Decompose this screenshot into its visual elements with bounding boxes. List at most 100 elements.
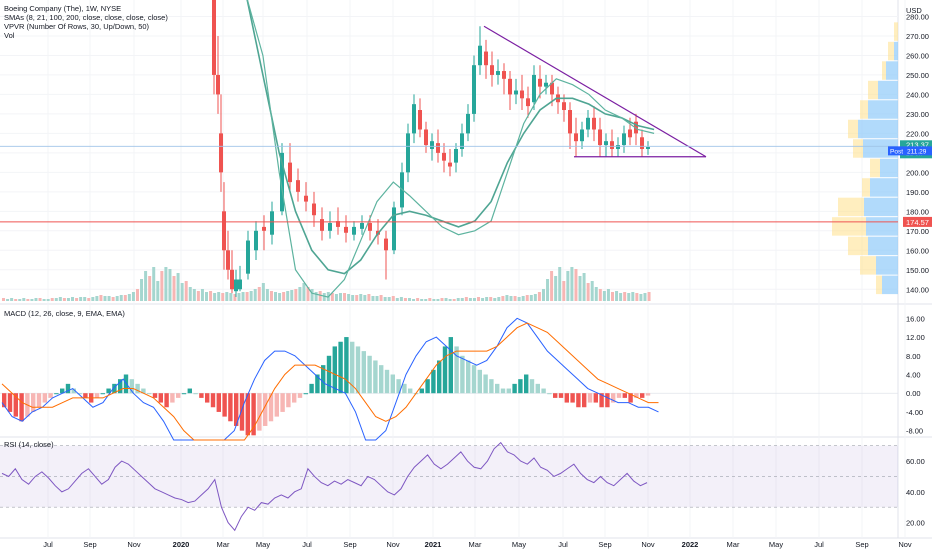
macd-histogram-bar <box>176 393 181 398</box>
volume-indicator-label[interactable]: Vol <box>4 31 15 40</box>
macd-histogram-bar <box>454 346 459 394</box>
volume-bar <box>428 298 432 301</box>
support-price-value: 174.57 <box>906 218 929 227</box>
volume-bar <box>594 287 598 301</box>
volume-bar <box>639 294 643 301</box>
volume-bar <box>635 293 639 301</box>
macd-histogram-bar <box>228 393 233 422</box>
volume-bar <box>541 289 545 301</box>
macd-histogram-bar <box>611 393 616 403</box>
macd-histogram-bar <box>13 393 18 417</box>
volume-bar <box>550 271 554 301</box>
macd-histogram-bar <box>170 393 175 403</box>
macd-histogram-bar <box>466 360 471 394</box>
rsi-indicator-label[interactable]: RSI (14, close) <box>4 440 54 449</box>
rsi-tick-label: 40.00 <box>906 488 925 497</box>
volume-bar <box>399 297 403 301</box>
volume-bar <box>176 273 180 301</box>
price-tick-label: 140.00 <box>906 285 929 294</box>
macd-tick-label: 12.00 <box>906 333 925 342</box>
macd-histogram-bar <box>373 360 378 394</box>
macd-histogram-bar <box>286 393 291 408</box>
macd-histogram-bar <box>60 388 65 394</box>
macd-tick-label: 4.00 <box>906 371 921 380</box>
vpvr-bar-down <box>832 217 866 236</box>
macd-tick-label: 8.00 <box>906 352 921 361</box>
volume-bar <box>509 296 513 301</box>
macd-histogram-bar <box>309 383 314 394</box>
candle-body <box>646 147 650 149</box>
candle-body <box>478 45 482 66</box>
macd-tick-label: -4.00 <box>906 408 923 417</box>
volume-bar <box>464 297 468 301</box>
macd-histogram-bar <box>425 379 430 394</box>
volume-bar <box>343 293 347 301</box>
post-price-tag <box>905 146 932 156</box>
macd-histogram-bar <box>471 365 477 394</box>
macd-histogram-bar <box>54 393 59 395</box>
volume-bar <box>574 269 578 301</box>
time-tick-label: 2020 <box>173 540 190 549</box>
candle-body <box>538 78 542 87</box>
vpvr-bar-up <box>866 217 898 236</box>
volume-bar <box>355 295 359 301</box>
volume-bar <box>586 283 590 301</box>
volume-bar <box>533 294 537 301</box>
symbol-title[interactable]: Boeing Company (The), 1W, NYSE <box>4 4 122 13</box>
volume-bar <box>58 297 62 301</box>
volume-bar <box>477 297 481 301</box>
vpvr-bar-down <box>860 256 876 275</box>
vpvr-bar-up <box>868 100 898 119</box>
vpvr-bar-down <box>848 236 868 256</box>
vpvr-bar-up <box>876 256 898 275</box>
time-tick-label: Nov <box>127 540 141 549</box>
macd-histogram-bar <box>506 388 511 394</box>
volume-bar <box>590 281 594 301</box>
candle-body <box>520 90 524 99</box>
volume-bar <box>131 292 135 301</box>
candle-body <box>550 82 554 95</box>
candle-body <box>254 230 258 251</box>
volume-bar <box>334 294 338 301</box>
macd-histogram-bar <box>460 355 465 394</box>
macd-histogram-bar <box>326 355 332 394</box>
volume-bar <box>647 292 651 301</box>
candle-body <box>219 133 223 173</box>
volume-bar <box>274 292 278 301</box>
last-price-value: 213.37 <box>906 140 929 149</box>
time-tick-label: Mar <box>727 540 740 549</box>
sma-indicator-label[interactable]: SMAs (8, 21, 100, 200, close, close, clo… <box>4 13 168 22</box>
macd-histogram-bar <box>645 393 651 396</box>
candle-body <box>574 133 578 142</box>
macd-histogram-bar <box>599 393 604 408</box>
volume-bar <box>79 297 83 301</box>
volume-bar <box>115 296 119 301</box>
time-tick-label: Jul <box>814 540 824 549</box>
vpvr-bar-down <box>838 197 864 217</box>
macd-histogram-bar <box>263 393 268 426</box>
macd-histogram-bar <box>408 388 413 394</box>
volume-bar <box>501 296 505 301</box>
price-tick-label: 170.00 <box>906 227 929 236</box>
macd-histogram-bar <box>384 369 390 394</box>
volume-bar <box>261 283 265 301</box>
candle-body <box>246 240 250 274</box>
volume-bar <box>436 299 440 301</box>
vpvr-bar-down <box>868 80 878 100</box>
volume-bar <box>290 290 294 301</box>
time-tick-label: Sep <box>83 540 96 549</box>
macd-indicator-label[interactable]: MACD (12, 26, close, 9, EMA, EMA) <box>4 309 125 318</box>
macd-histogram-bar <box>558 393 564 398</box>
rsi-band <box>0 445 898 508</box>
macd-histogram-bar <box>361 351 366 394</box>
volume-bar <box>485 297 489 301</box>
time-tick-label: Sep <box>598 540 611 549</box>
macd-histogram-bar <box>529 379 535 394</box>
candle-body <box>496 71 500 75</box>
macd-tick-label: 16.00 <box>906 314 925 323</box>
volume-bar <box>180 283 184 301</box>
volume-bar <box>472 298 476 301</box>
candle-body <box>622 133 626 146</box>
vpvr-indicator-label[interactable]: VPVR (Number Of Rows, 30, Up/Down, 50) <box>4 22 150 31</box>
